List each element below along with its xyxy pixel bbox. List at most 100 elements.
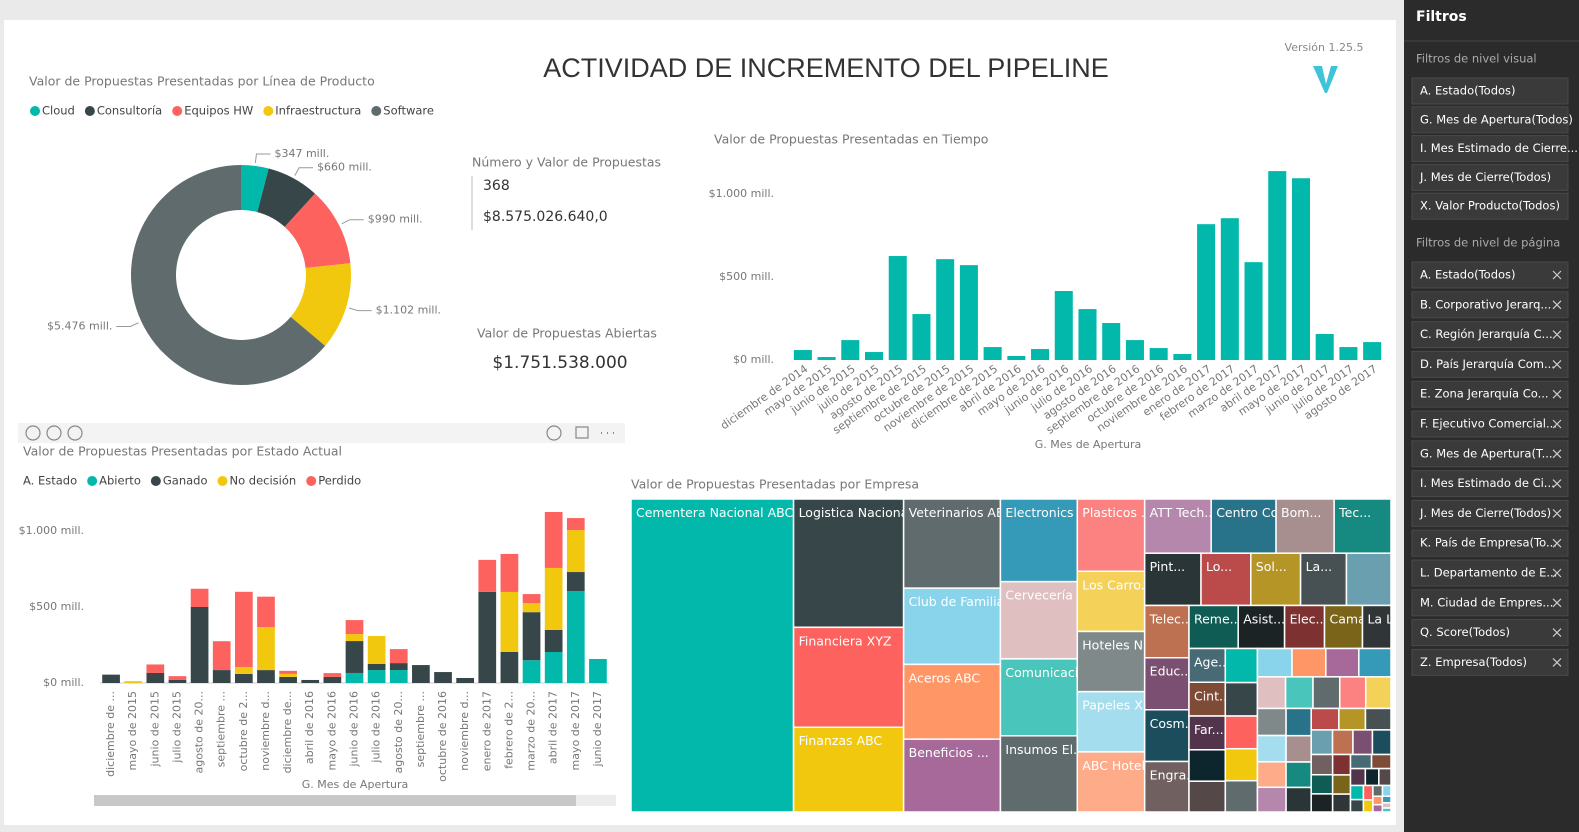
tile-label: ATT Tech... [1150,505,1217,520]
treemap-tile [1224,681,1259,717]
filter-card[interactable] [1411,291,1569,319]
filter-card[interactable] [1411,470,1569,498]
remove-filter-icon[interactable] [1552,300,1562,310]
filter-card[interactable] [1411,261,1569,289]
legend-marker [172,106,183,116]
leader-line [116,322,139,327]
treemap-tile [1188,647,1227,684]
treemap-tile [1310,729,1334,756]
bar [1197,224,1216,360]
expand-icon[interactable] [67,425,83,441]
x-tick-label: junio de 2016 [348,691,361,768]
treemap-tile [1256,647,1293,678]
remove-filter-icon[interactable] [1552,389,1562,399]
filter-section-title: Filtros de nivel de página [1416,236,1560,250]
remove-filter-icon[interactable] [1552,479,1562,489]
filter-card[interactable] [1411,77,1569,105]
filter-card[interactable] [1411,559,1569,587]
remove-filter-icon[interactable] [1552,419,1562,429]
bar-segment [367,664,386,671]
legend-label: Infraestructura [275,104,361,118]
filter-label: L. Departamento de E... [1420,566,1557,580]
filter-card[interactable] [1411,135,1569,163]
treemap-tile [1076,570,1146,633]
filter-card[interactable] [1411,163,1569,191]
tile-label: Telec... [1149,611,1193,626]
bar [1149,348,1168,360]
bar [841,340,860,360]
drill-up-icon[interactable] [25,425,41,441]
filter-card[interactable] [1411,648,1569,676]
data-label: $990 mill. [368,213,423,226]
remove-filter-icon[interactable] [1552,628,1562,638]
visual-icons[interactable] [25,425,614,441]
filter-card[interactable] [1411,499,1569,527]
remove-filter-icon[interactable] [1552,270,1562,280]
remove-filter-icon[interactable] [1552,330,1562,340]
tile-label: Cosm... [1150,716,1197,731]
y-tick-label: $0 mill. [733,353,774,366]
filter-card[interactable] [1411,106,1569,134]
drill-down-icon[interactable] [546,425,562,441]
drill-icon[interactable] [46,425,62,441]
scrollbar-thumb[interactable] [94,795,576,806]
bar [1315,333,1334,360]
card-value: $8.575.026.640,0 [483,209,608,225]
x-tick-label: julio de 2015 [170,691,183,764]
treemap-tile [1310,773,1334,795]
tile-label: Cervecería ... [1005,588,1088,603]
y-tick-label: $500 mill. [719,270,774,283]
filter-label: D. País Jerarquía Com... [1420,357,1555,371]
filter-card[interactable] [1411,529,1569,557]
remove-filter-icon[interactable] [1552,508,1562,518]
treemap-tile [1338,676,1367,710]
treemap-tile [1076,751,1146,813]
focus-icon[interactable] [575,426,589,439]
treemap-tile [1143,552,1202,607]
tile-label: ABC Hotel... [1082,758,1157,773]
bar [959,265,978,360]
treemap-tile [1224,715,1259,750]
bar-segment [389,670,408,683]
remove-filter-icon[interactable] [1552,449,1562,459]
bar-segment [190,607,209,683]
treemap-tile [1310,707,1340,731]
treemap-tile [1237,604,1286,650]
remove-filter-icon[interactable] [1552,359,1562,369]
treemap-tile [1284,676,1314,710]
filter-card[interactable] [1411,619,1569,647]
bar-segment [345,672,364,683]
bar [983,347,1002,360]
legend-label: Software [383,104,434,118]
filter-card[interactable] [1411,321,1569,349]
treemap-tile [1188,715,1227,751]
filter-card[interactable] [1411,192,1569,220]
bar-segment [500,651,519,683]
treemap-tile [1381,784,1392,797]
treemap-tile [1256,676,1287,710]
remove-filter-icon[interactable] [1552,568,1562,578]
treemap-tile [1372,803,1384,813]
filter-card[interactable] [1411,380,1569,408]
filter-card[interactable] [1411,440,1569,468]
remove-filter-icon[interactable] [1552,598,1562,608]
remove-filter-icon[interactable] [1552,657,1562,667]
treemap-tile [1349,784,1365,801]
bar-segment [190,588,209,607]
donut-slice [290,263,351,346]
data-label: $5.476 mill. [47,319,112,332]
bar-segment [345,634,364,642]
filter-card[interactable] [1411,589,1569,617]
tile-label: La L... [1367,611,1404,626]
bar-segment [323,673,342,677]
bar [1173,354,1192,360]
tile-label: Plasticos ... [1082,505,1152,520]
bar-segment [257,670,275,683]
remove-filter-icon[interactable] [1552,538,1562,548]
filter-card[interactable] [1411,350,1569,378]
tile-label: Reme... [1194,611,1242,626]
filter-card[interactable] [1411,410,1569,438]
bar-segment [566,518,585,531]
treemap-tile [1283,604,1326,650]
leader-line [348,307,372,312]
